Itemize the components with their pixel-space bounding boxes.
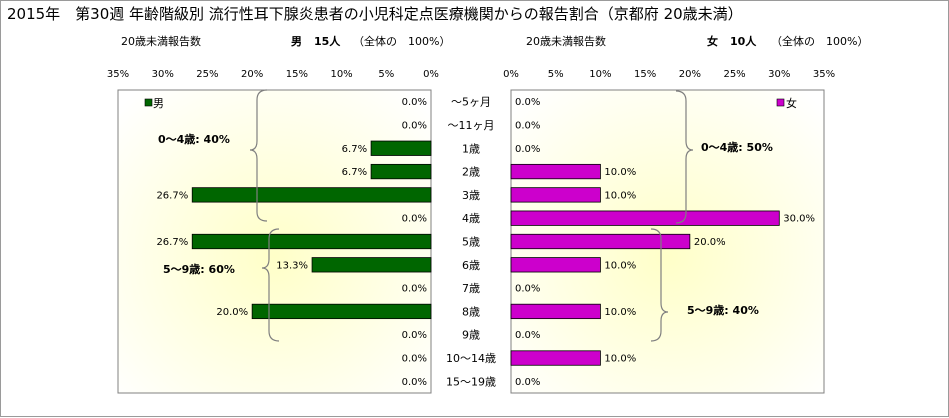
left-data-label: 20.0% <box>216 307 248 318</box>
left-data-labels: 0.0% 0.0% 6.7% 6.7% 26.7% 0.0% 26.7% 13.3% 0.0% 2… <box>156 97 427 388</box>
right-x-axis: 0% 5% 10% 15% 20% 25% 30% 35% <box>503 69 835 80</box>
left-tick-label: 35% <box>107 69 129 80</box>
left-subtitle: 20歳未満報告数 <box>121 35 201 48</box>
right-bar <box>510 163 601 180</box>
left-data-label: 6.7% <box>342 167 367 178</box>
right-data-label: 0.0% <box>515 144 540 155</box>
right-legend-swatch <box>776 98 785 107</box>
left-tick-label: 5% <box>378 69 394 80</box>
left-tick-label: 20% <box>241 69 263 80</box>
right-tick-label: 15% <box>634 69 656 80</box>
right-annotation-5-9: 5～9歳: 40% <box>687 303 759 317</box>
category-label: 4歳 <box>462 212 480 225</box>
left-bars <box>191 140 432 320</box>
right-data-label: 10.0% <box>604 307 636 318</box>
left-tick-label: 30% <box>152 69 174 80</box>
left-x-axis: 35% 30% 25% 20% 15% 10% 5% 0% <box>107 69 439 80</box>
left-data-label: 0.0% <box>402 214 427 225</box>
category-label: ～5ヶ月 <box>451 96 491 109</box>
category-label: 5歳 <box>462 236 480 249</box>
right-annotation-0-4: 0～4歳: 50% <box>701 140 773 154</box>
right-tick-label: 35% <box>813 69 835 80</box>
right-data-label: 10.0% <box>604 354 636 365</box>
left-data-label: 0.0% <box>402 354 427 365</box>
right-data-label: 10.0% <box>604 260 636 271</box>
category-label: 1歳 <box>462 142 480 155</box>
left-bar <box>311 257 432 273</box>
right-bar <box>510 257 601 273</box>
left-bar <box>370 140 432 156</box>
left-data-label: 0.0% <box>402 330 427 341</box>
right-bars <box>510 163 780 366</box>
left-brace-0-4 <box>249 89 268 222</box>
right-bar <box>510 303 601 320</box>
right-brace-0-4 <box>675 90 694 224</box>
right-data-labels: 0.0% 0.0% 0.0% 10.0% 10.0% 30.0% 20.0% 10.0% 0.0… <box>515 97 815 388</box>
left-tick-label: 10% <box>330 69 352 80</box>
chart-title: 2015年 第30週 年齢階級別 流行性耳下腺炎患者の小児科定点医療機関からの報… <box>7 5 743 23</box>
right-summary-count: 10人 <box>730 34 757 48</box>
right-legend-label: 女 <box>786 96 797 110</box>
left-data-label: 26.7% <box>156 190 188 201</box>
right-data-label: 0.0% <box>515 97 540 108</box>
right-data-label: 0.0% <box>515 120 540 131</box>
left-brace-5-9 <box>261 228 280 342</box>
left-tick-label: 25% <box>196 69 218 80</box>
right-subtitle: 20歳未満報告数 <box>526 35 606 48</box>
category-label: 7歳 <box>462 282 480 295</box>
left-legend-swatch <box>144 98 153 107</box>
left-data-label: 6.7% <box>342 144 367 155</box>
right-data-label: 0.0% <box>515 377 540 388</box>
category-label: 9歳 <box>462 329 480 342</box>
left-bar <box>251 303 432 320</box>
right-data-label: 0.0% <box>515 330 540 341</box>
right-brace-5-9 <box>650 228 669 342</box>
left-legend-label: 男 <box>153 97 164 110</box>
left-tick-label: 15% <box>286 69 308 80</box>
right-tick-label: 25% <box>723 69 745 80</box>
left-data-label: 26.7% <box>156 237 188 248</box>
right-bar <box>510 187 601 203</box>
right-data-label: 20.0% <box>694 237 726 248</box>
category-label: ～11ヶ月 <box>448 119 495 132</box>
right-data-label: 30.0% <box>783 214 815 225</box>
left-bar <box>191 187 432 203</box>
category-label: 10～14歳 <box>446 352 496 365</box>
left-data-label: 13.3% <box>276 260 308 271</box>
left-summary-sex: 男 <box>291 35 302 48</box>
left-annotation-0-4: 0～4歳: 40% <box>158 132 230 146</box>
left-summary-count: 15人 <box>314 34 341 48</box>
left-data-label: 0.0% <box>402 377 427 388</box>
left-data-label: 0.0% <box>402 97 427 108</box>
left-data-label: 0.0% <box>402 284 427 295</box>
right-data-label: 10.0% <box>604 167 636 178</box>
right-tick-label: 5% <box>548 69 564 80</box>
left-tick-label: 0% <box>423 69 439 80</box>
right-bar <box>510 210 780 226</box>
right-summary-sex: 女 <box>707 34 718 48</box>
category-label: 6歳 <box>462 259 480 272</box>
category-label: 8歳 <box>462 305 480 318</box>
left-bar <box>191 233 432 250</box>
category-labels: ～5ヶ月 ～11ヶ月 1歳 2歳 3歳 4歳 5歳 6歳 7歳 8歳 9歳 10～14歳 15～19歳 <box>446 96 496 389</box>
category-label: 3歳 <box>462 189 480 202</box>
left-annotation-5-9: 5～9歳: 60% <box>163 262 235 276</box>
left-bar <box>370 163 432 180</box>
left-summary-pct: （全体の 100%） <box>353 34 450 48</box>
right-tick-label: 20% <box>679 69 701 80</box>
left-data-label: 0.0% <box>402 120 427 131</box>
right-tick-label: 0% <box>503 69 519 80</box>
category-label: 15～19歳 <box>446 375 496 388</box>
category-label: 2歳 <box>462 166 480 179</box>
right-bar <box>510 233 691 250</box>
right-data-label: 10.0% <box>604 190 636 201</box>
right-tick-label: 30% <box>768 69 790 80</box>
right-tick-label: 10% <box>589 69 611 80</box>
right-bar <box>510 350 601 366</box>
right-summary-pct: （全体の 100%） <box>771 34 868 48</box>
right-data-label: 0.0% <box>515 284 540 295</box>
